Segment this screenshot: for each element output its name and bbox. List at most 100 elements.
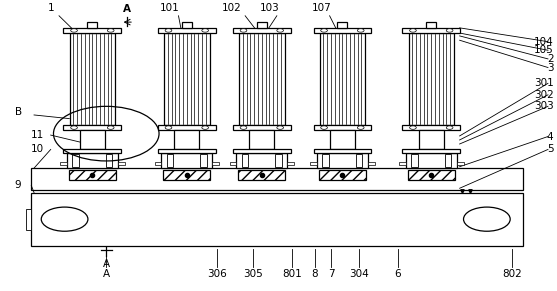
Bar	[317, 153, 368, 168]
Bar	[63, 125, 121, 130]
Bar	[419, 130, 444, 149]
Text: 1: 1	[47, 3, 54, 13]
Bar	[338, 22, 348, 28]
Circle shape	[41, 207, 88, 231]
Bar	[70, 33, 115, 125]
Text: 801: 801	[282, 269, 302, 279]
Bar	[314, 28, 372, 33]
Bar	[80, 130, 105, 149]
Bar	[106, 154, 113, 167]
Bar	[314, 149, 372, 153]
Text: 301: 301	[534, 78, 554, 88]
Bar	[250, 130, 275, 149]
Text: 104: 104	[534, 37, 554, 47]
Bar	[330, 130, 355, 149]
Circle shape	[202, 29, 208, 32]
Bar	[236, 153, 287, 168]
Circle shape	[240, 126, 247, 129]
Text: 101: 101	[160, 3, 180, 13]
Text: 6: 6	[395, 269, 401, 279]
Bar	[31, 168, 523, 190]
Text: 4: 4	[547, 132, 554, 141]
Text: 103: 103	[260, 3, 280, 13]
Circle shape	[277, 29, 284, 32]
Circle shape	[409, 29, 416, 32]
Text: 304: 304	[349, 269, 369, 279]
Bar	[275, 154, 282, 167]
Bar	[31, 193, 523, 246]
Circle shape	[165, 126, 172, 129]
Bar	[320, 33, 365, 125]
Bar	[233, 28, 291, 33]
Circle shape	[202, 126, 208, 129]
Bar	[319, 170, 366, 180]
Circle shape	[446, 29, 453, 32]
Bar	[402, 149, 460, 153]
Circle shape	[277, 126, 284, 129]
Bar	[233, 149, 291, 153]
Text: 2: 2	[547, 54, 554, 64]
Text: A: A	[102, 269, 110, 279]
Circle shape	[165, 29, 172, 32]
Bar	[402, 125, 460, 130]
Bar	[167, 154, 173, 167]
Bar	[158, 28, 216, 33]
Bar	[314, 125, 372, 130]
Bar	[182, 22, 192, 28]
Bar	[411, 154, 418, 167]
Bar	[356, 154, 363, 167]
Bar	[399, 162, 405, 165]
Bar	[118, 162, 125, 165]
Bar	[87, 22, 97, 28]
Bar	[69, 170, 116, 180]
Text: 306: 306	[208, 269, 227, 279]
Text: A: A	[102, 259, 110, 269]
Bar	[229, 162, 236, 165]
Bar	[239, 33, 285, 125]
Text: B: B	[14, 107, 22, 117]
Circle shape	[409, 126, 416, 129]
Text: 10: 10	[31, 144, 45, 155]
Circle shape	[321, 29, 328, 32]
Bar	[158, 125, 216, 130]
Text: 107: 107	[312, 3, 332, 13]
Text: 305: 305	[243, 269, 263, 279]
Bar	[426, 22, 436, 28]
Bar	[162, 153, 212, 168]
Text: 802: 802	[502, 269, 522, 279]
Text: 5: 5	[547, 144, 554, 155]
Circle shape	[71, 126, 77, 129]
Bar	[242, 154, 248, 167]
Text: 102: 102	[221, 3, 241, 13]
Bar	[60, 162, 67, 165]
Circle shape	[108, 126, 114, 129]
Bar	[310, 162, 317, 165]
Bar	[402, 28, 460, 33]
Bar	[257, 22, 267, 28]
Bar	[164, 33, 209, 125]
Bar	[155, 162, 162, 165]
Text: 303: 303	[534, 101, 554, 111]
Circle shape	[446, 126, 453, 129]
Bar	[174, 130, 199, 149]
Bar	[368, 162, 375, 165]
Text: 3: 3	[547, 63, 554, 72]
Text: 11: 11	[31, 130, 45, 140]
Circle shape	[358, 126, 364, 129]
Bar	[26, 209, 31, 230]
Bar	[457, 162, 463, 165]
Text: 105: 105	[534, 45, 554, 55]
Bar	[212, 162, 219, 165]
Text: A: A	[123, 4, 131, 14]
Circle shape	[240, 29, 247, 32]
Text: 7: 7	[328, 269, 335, 279]
Circle shape	[108, 29, 114, 32]
Bar	[238, 170, 285, 180]
Circle shape	[463, 207, 510, 231]
Bar	[63, 28, 121, 33]
Bar	[323, 154, 329, 167]
Bar	[163, 170, 211, 180]
Text: 302: 302	[534, 90, 554, 100]
Bar	[158, 149, 216, 153]
Bar	[67, 153, 118, 168]
